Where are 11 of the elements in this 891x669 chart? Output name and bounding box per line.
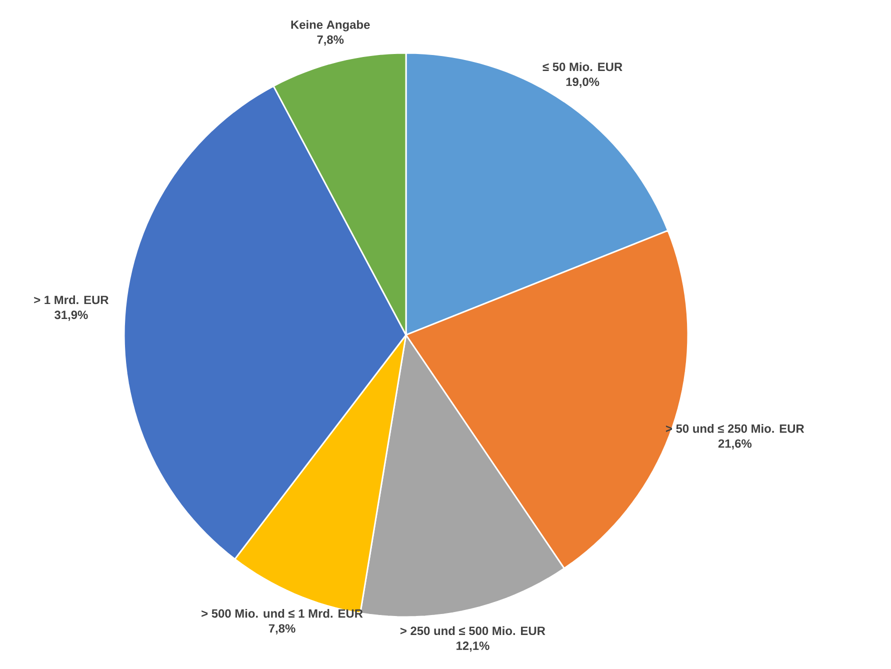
data-label: 31,9%	[54, 310, 88, 321]
data-label: 7,8%	[317, 35, 344, 46]
slice-label: ≤ 50 Mio. EUR	[542, 62, 622, 72]
data-label: 21,6%	[718, 439, 752, 450]
slice-label: > 1 Mrd. EUR	[34, 295, 109, 304]
data-label: 19,0%	[566, 78, 600, 88]
slice-label: Keine Angabe	[291, 20, 370, 32]
slice-label: > 500 Mio. und ≤ 1 Mrd. EUR	[202, 608, 363, 618]
slice-label: > 250 und ≤ 500 Mio. EUR	[400, 626, 546, 636]
data-label: 7,8%	[268, 624, 296, 634]
data-label: 12,1%	[456, 642, 490, 652]
